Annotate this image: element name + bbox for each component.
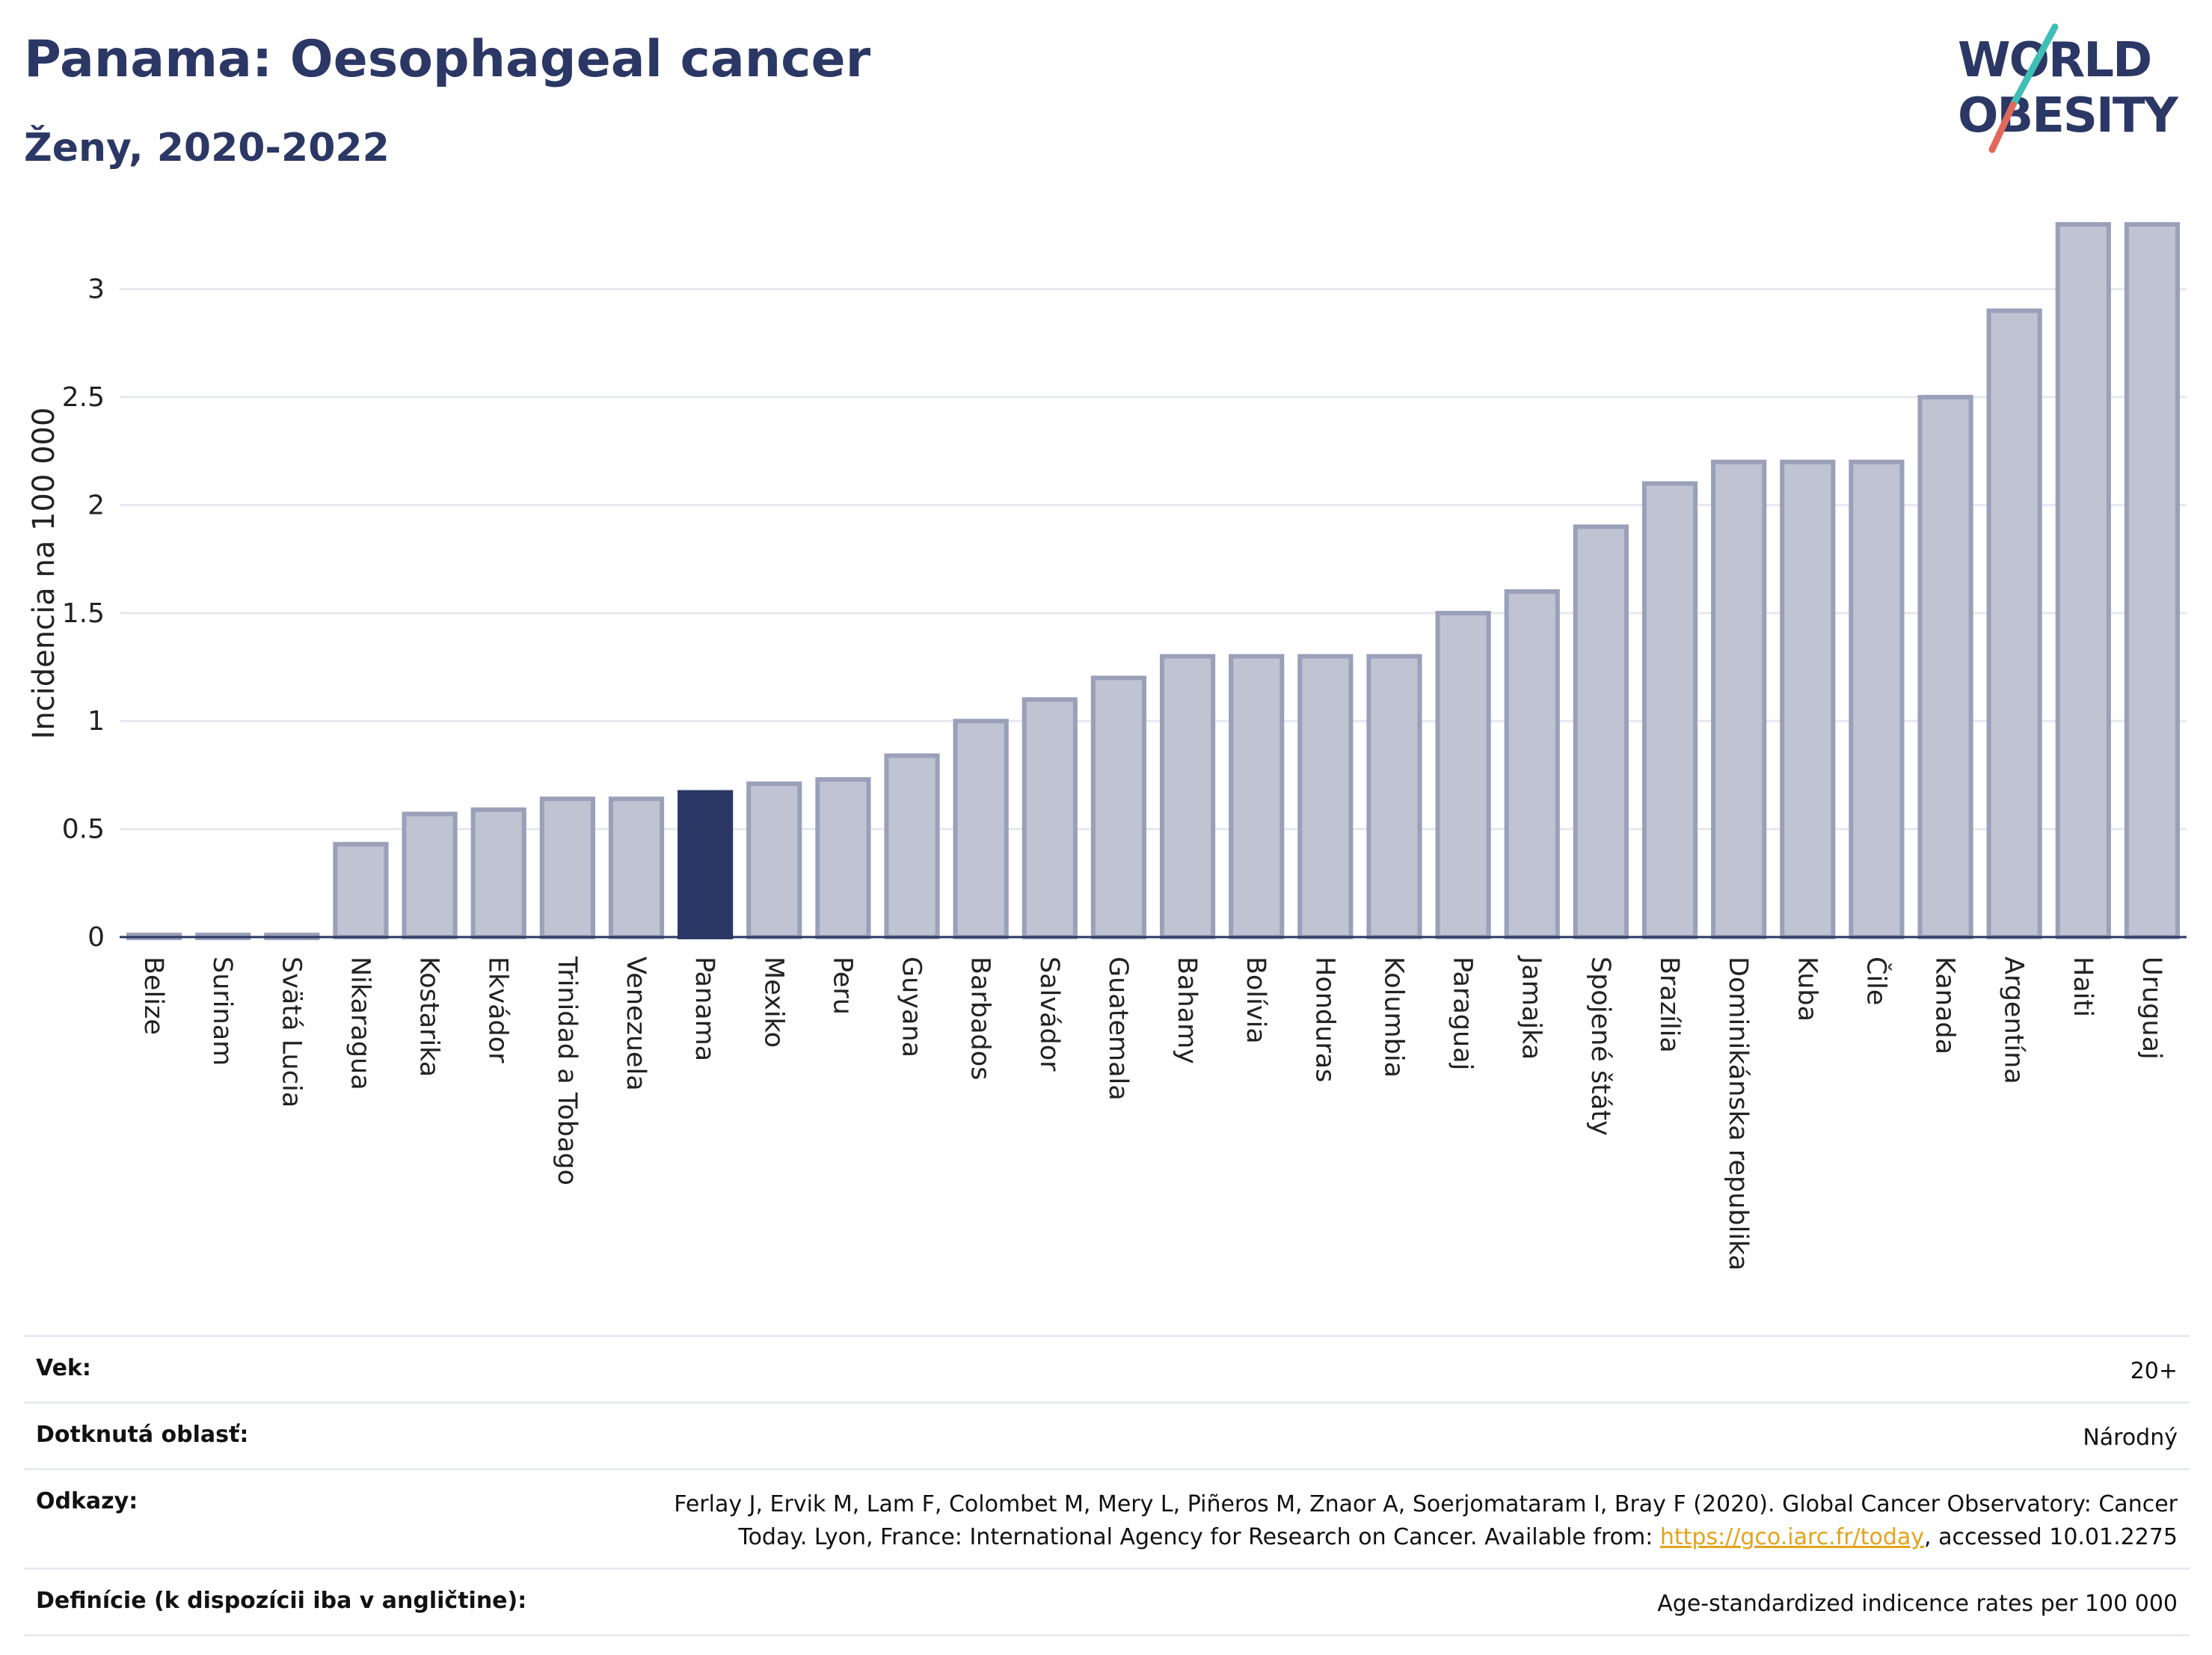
bar-honduras: [1297, 654, 1354, 939]
x-tick-label: Brazília: [1654, 957, 1684, 1053]
x-tick-label: Haiti: [2068, 957, 2098, 1017]
bar-jamajka: [1504, 589, 1560, 939]
meta-key: Definície (k dispozícii iba v angličtine…: [36, 1588, 527, 1614]
bar-nikaragua: [333, 841, 389, 939]
bar-venezuela: [608, 796, 665, 940]
x-tick-label: Argentína: [1999, 957, 2029, 1084]
x-tick-label: Mexiko: [758, 957, 788, 1048]
meta-value: Ferlay J, Ervik M, Lam F, Colombet M, Me…: [674, 1488, 2178, 1554]
y-axis-label: Incidencia na 100 000: [27, 408, 61, 740]
x-tick-label: Belize: [138, 957, 168, 1035]
y-tick-labels: 0 0.5 1 1.5 2 2.5 3: [62, 274, 105, 953]
meta-key: Dotknutá oblasť:: [36, 1422, 249, 1448]
bar-mexiko: [746, 781, 802, 939]
y-tick-label: 0.5: [62, 814, 105, 845]
bar-bol-via: [1229, 654, 1285, 939]
x-tick-label: Panama: [689, 957, 719, 1061]
x-tick-label: Barbados: [965, 957, 995, 1080]
bar-uruguaj: [2124, 222, 2181, 939]
bar-kolumbia: [1366, 654, 1422, 939]
reference-link[interactable]: https://gco.iarc.fr/today: [1659, 1524, 1925, 1550]
x-tick-label: Kuba: [1792, 957, 1822, 1022]
bar-ekv-dor: [470, 807, 526, 939]
meta-row-references: Odkazy: Ferlay J, Ervik M, Lam F, Colomb…: [24, 1468, 2190, 1568]
chart-title: Panama: Oesophageal cancer: [24, 30, 871, 89]
meta-row-definitions: Definície (k dispozícii iba v angličtine…: [24, 1568, 2190, 1636]
reference-line-2-end: , accessed 10.01.2275: [1924, 1524, 2178, 1550]
x-tick-label: Honduras: [1309, 957, 1339, 1082]
x-tick-label: Kostarika: [414, 957, 444, 1077]
bar-argent-na: [1986, 308, 2042, 939]
x-tick-label: Guatemala: [1103, 957, 1133, 1101]
x-tick-label: Paraguaj: [1448, 957, 1478, 1070]
meta-value: Národný: [2083, 1425, 2178, 1451]
y-tick-label: 2.5: [62, 382, 105, 413]
bar-haiti: [2055, 222, 2111, 939]
chart-subtitle: Ženy, 2020-2022: [24, 126, 390, 171]
meta-key: Odkazy:: [36, 1488, 138, 1514]
reference-line-2: Today. Lyon, France: International Agenc…: [738, 1524, 1660, 1550]
bar-kostarika: [402, 811, 458, 939]
bar-guyana: [884, 753, 940, 939]
y-tick-label: 1: [87, 706, 105, 737]
x-tick-label: Kanada: [1930, 957, 1960, 1054]
x-tick-label: Ekvádor: [483, 957, 513, 1063]
bar-peru: [815, 777, 871, 939]
meta-value: Age-standardized indicence rates per 100…: [1657, 1591, 2178, 1617]
bar-paraguaj: [1435, 610, 1491, 939]
bar-guatemala: [1090, 675, 1147, 939]
x-tick-label: Surinam: [207, 957, 237, 1066]
svg-text:OBESITY: OBESITY: [1958, 88, 2178, 144]
x-tick-label: Peru: [827, 957, 857, 1015]
bar-chart: 0 0.5 1 1.5 2 2.5 3 Belize Surinam Svätá Lucia Ni…: [27, 222, 2187, 1271]
y-tick-label: 1.5: [62, 598, 105, 629]
bar-panama: [678, 790, 734, 939]
bar-dominik-nska-republika: [1711, 459, 1767, 939]
meta-row-age: Vek: 20+: [24, 1335, 2190, 1401]
x-tick-label: Guyana: [897, 957, 927, 1057]
meta-value: 20+: [2130, 1358, 2178, 1384]
x-tick-label: Trinidad a Tobago: [552, 956, 582, 1185]
x-tick-label: Svätá Lucia: [276, 957, 306, 1108]
x-tick-label: Bolívia: [1241, 957, 1271, 1044]
bar-kanada: [1917, 395, 1973, 939]
x-tick-label: Nikaragua: [345, 957, 375, 1090]
bar-braz-lia: [1641, 481, 1698, 939]
y-tick-label: 0: [87, 922, 105, 953]
x-tick-label: Spojené štáty: [1585, 957, 1615, 1136]
bar-kuba: [1780, 459, 1836, 939]
x-tick-label: Kolumbia: [1378, 957, 1408, 1078]
x-tick-label: Uruguaj: [2136, 957, 2166, 1060]
world-obesity-logo: WORLD OBESITY: [1958, 23, 2180, 153]
x-tick-label: Bahamy: [1172, 957, 1202, 1064]
x-tick-label: Čile: [1861, 957, 1892, 1005]
meta-key: Vek:: [36, 1355, 91, 1381]
x-tick-label: Jamajka: [1517, 955, 1546, 1060]
bar-barbados: [953, 719, 1009, 939]
bar-bahamy: [1159, 654, 1216, 939]
y-tick-label: 3: [87, 274, 105, 305]
reference-line-1: Ferlay J, Ervik M, Lam F, Colombet M, Me…: [674, 1491, 2178, 1517]
x-tick-label: Venezuela: [621, 957, 651, 1091]
bar--ile: [1849, 459, 1905, 939]
bar-spojen-t-ty: [1573, 524, 1629, 939]
y-tick-label: 2: [87, 490, 105, 521]
bars: [126, 222, 2181, 941]
x-tick-label: Dominikánska republika: [1723, 957, 1753, 1271]
bar-salv-dor: [1021, 697, 1078, 939]
metadata-table: Vek: 20+ Dotknutá oblasť: Národný Odkazy…: [24, 1335, 2190, 1636]
svg-text:WORLD: WORLD: [1958, 33, 2151, 88]
bar-trinidad-a-tobago: [539, 796, 595, 940]
x-tick-label: Salvádor: [1034, 957, 1064, 1072]
x-tick-labels: Belize Surinam Svätá Lucia Nikaragua Kostari…: [138, 955, 2166, 1271]
meta-row-area: Dotknutá oblasť: Národný: [24, 1401, 2190, 1468]
